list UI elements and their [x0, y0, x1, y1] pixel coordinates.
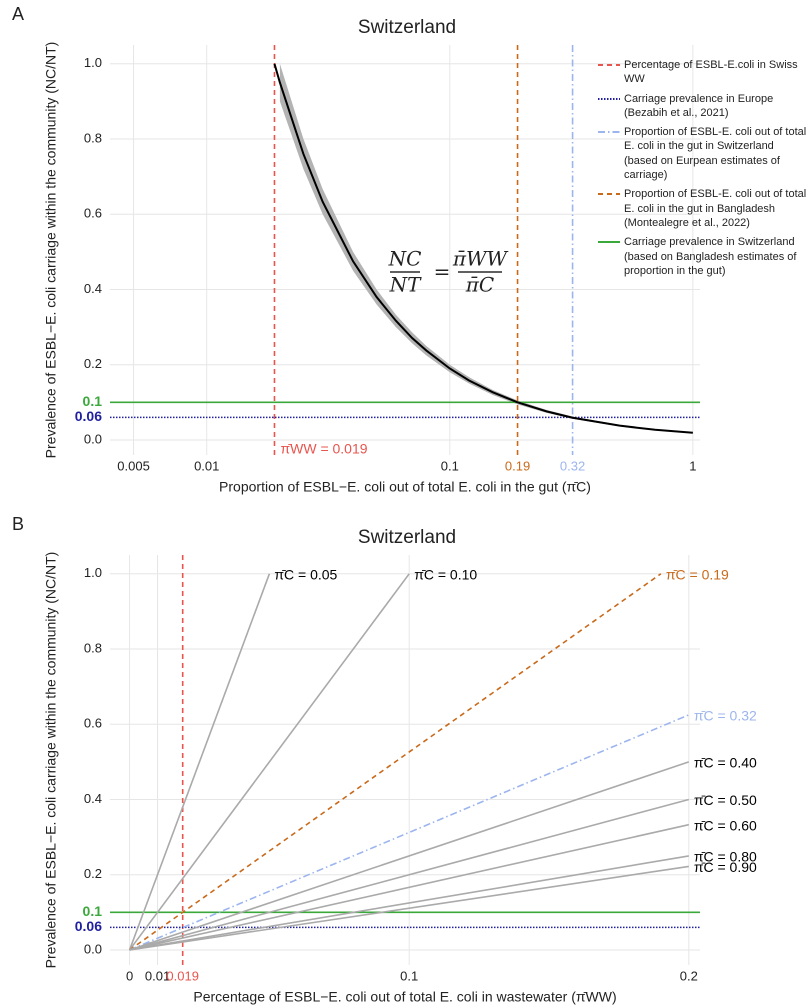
line-label: π̄C = 0.32 — [694, 708, 757, 724]
reference-label: 0.06 — [75, 918, 102, 934]
reference-label: 0.1 — [83, 903, 103, 919]
line-label: π̄C = 0.50 — [694, 792, 757, 808]
y-tick-label: 0.0 — [84, 431, 102, 446]
x-axis-label: Proportion of ESBL−E. coli out of total … — [219, 479, 591, 495]
line-label: π̄C = 0.90 — [694, 859, 757, 875]
y-tick-label: 1.0 — [84, 565, 102, 580]
y-tick-label: 0.8 — [84, 130, 102, 145]
reference-label: 0.019 — [166, 968, 199, 983]
line-label: π̄C = 0.10 — [414, 567, 477, 583]
legend-item: Carriage prevalence in Europe (Bezabih e… — [594, 92, 808, 121]
data-line — [273, 63, 693, 434]
legend-text: Proportion of ESBL-E. coli out of total … — [624, 188, 807, 229]
legend-text: Percentage of ESBL-E.coli in Swiss WW — [624, 59, 798, 86]
x-tick-label: 0.1 — [400, 968, 418, 983]
data-line — [128, 573, 410, 951]
reference-label: 0.32 — [560, 458, 585, 473]
formula-part: π̄WW — [452, 247, 509, 271]
formula-part: π̄C — [465, 273, 494, 297]
legend-item: Carriage prevalence in Switzerland (base… — [594, 235, 808, 278]
formula-part: NT — [389, 273, 423, 297]
data-line — [129, 855, 689, 951]
data-line — [128, 573, 271, 951]
chart-title: Switzerland — [358, 527, 456, 548]
reference-label: π̄WW = 0.019 — [280, 441, 367, 457]
formula-part: = — [434, 260, 451, 284]
line-label: π̄C = 0.60 — [694, 817, 757, 833]
panel-letter: B — [12, 514, 24, 534]
legend-item: Proportion of ESBL-E. coli out of total … — [594, 125, 808, 182]
line-label: π̄C = 0.40 — [694, 755, 757, 771]
y-tick-label: 0.0 — [84, 941, 102, 956]
y-tick-label: 0.8 — [84, 640, 102, 655]
reference-label: 0.06 — [75, 408, 102, 424]
x-tick-label: 0 — [126, 968, 133, 983]
legend-item: Percentage of ESBL-E.coli in Swiss WW — [594, 58, 808, 87]
x-axis-label: Percentage of ESBL−E. coli out of total … — [193, 989, 616, 1005]
legend-item: Proportion of ESBL-E. coli out of total … — [594, 187, 808, 230]
line-label: π̄C = 0.80 — [694, 849, 757, 865]
panel-letter: A — [12, 4, 24, 24]
formula-part: NC — [388, 247, 422, 271]
y-tick-label: 0.4 — [84, 791, 102, 806]
x-tick-label: 1 — [689, 458, 696, 473]
legend-swatch — [598, 64, 620, 66]
y-tick-label: 0.4 — [84, 281, 102, 296]
data-line — [129, 865, 689, 951]
y-tick-label: 1.0 — [84, 55, 102, 70]
legend-text: Carriage prevalence in Europe (Bezabih e… — [624, 92, 774, 119]
x-tick-label: 0.005 — [117, 458, 150, 473]
x-tick-label: 0.01 — [194, 458, 219, 473]
legend-swatch — [598, 97, 620, 100]
reference-label: 0.1 — [83, 393, 103, 409]
x-tick-label: 0.1 — [441, 458, 459, 473]
legend-text: Proportion of ESBL-E. coli out of total … — [624, 126, 807, 182]
y-tick-label: 0.6 — [84, 716, 102, 731]
data-line — [129, 573, 662, 951]
line-label: π̄C = 0.05 — [274, 567, 337, 583]
legend-text: Carriage prevalence in Switzerland (base… — [624, 236, 797, 277]
data-line — [129, 823, 689, 951]
y-tick-label: 0.2 — [84, 866, 102, 881]
data-line — [129, 798, 690, 951]
legend-swatch — [598, 241, 620, 244]
y-axis-label: Prevalence of ESBL−E. coli carriage with… — [43, 552, 59, 969]
line-label: π̄C = 0.19 — [666, 567, 729, 583]
y-tick-label: 0.2 — [84, 356, 102, 371]
y-axis-label: Prevalence of ESBL−E. coli carriage with… — [43, 42, 59, 459]
reference-label: 0.19 — [505, 458, 530, 473]
legend: Percentage of ESBL-E.coli in Swiss WW Car… — [594, 58, 808, 283]
y-tick-label: 0.6 — [84, 206, 102, 221]
data-line — [129, 761, 690, 951]
legend-swatch — [598, 193, 620, 196]
legend-swatch — [598, 131, 620, 134]
chart-title: Switzerland — [358, 17, 456, 38]
x-tick-label: 0.01 — [145, 968, 170, 983]
x-tick-label: 0.2 — [680, 968, 698, 983]
